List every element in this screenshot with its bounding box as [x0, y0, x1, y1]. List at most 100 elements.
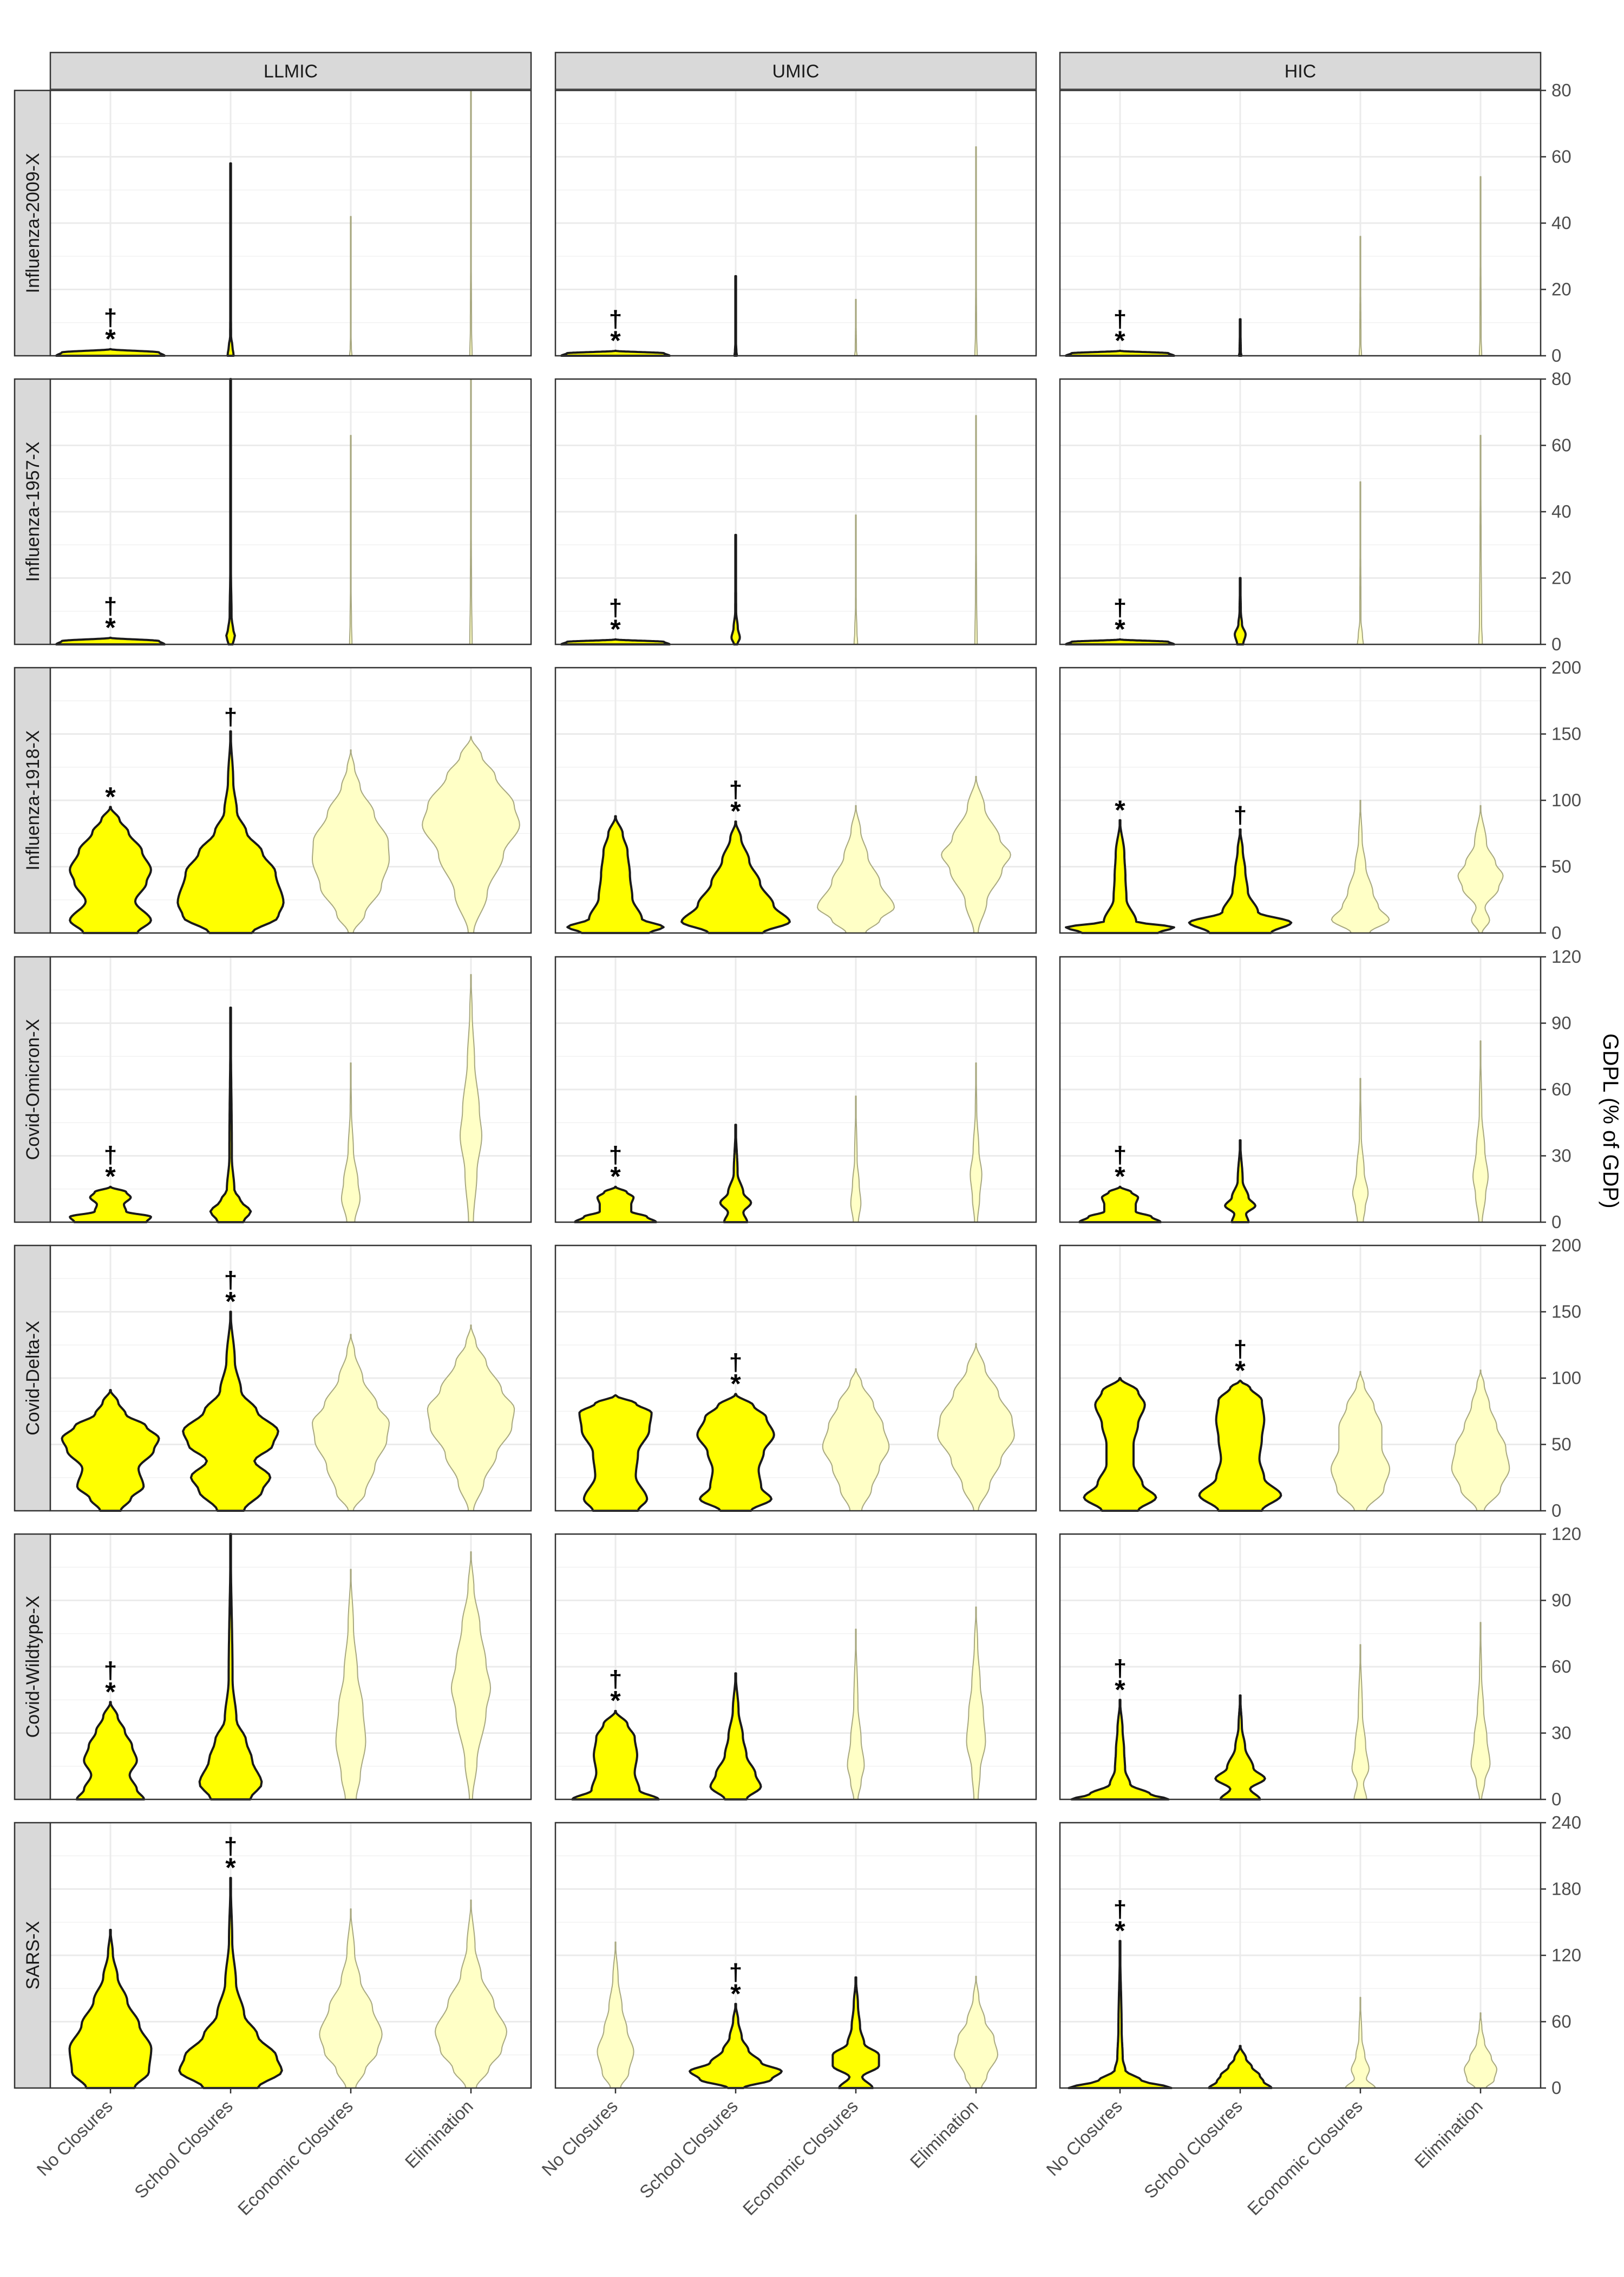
panel-border [554, 1533, 1037, 1800]
dagger-marker: † [1114, 1142, 1127, 1169]
y-tick-label: 0 [1551, 923, 1561, 943]
y-tick-label: 60 [1551, 1079, 1571, 1099]
y-tick-label: 0 [1551, 2078, 1561, 2098]
x-tick-label: School Closures [1140, 2096, 1246, 2202]
panel-border [1059, 667, 1542, 934]
y-tick-label: 60 [1551, 1656, 1571, 1676]
panel-border [554, 89, 1037, 357]
violin-economic-closures [319, 1908, 383, 2089]
panel-border [554, 956, 1037, 1223]
panel-border [49, 956, 532, 1223]
violin-no-closures [578, 1394, 653, 1512]
row-strip-label: Covid-Wildtype-X [23, 1596, 43, 1738]
star-marker: * [105, 324, 116, 354]
violin-no-closures [1065, 638, 1175, 645]
y-tick-label: 180 [1551, 1879, 1581, 1899]
star-marker: * [225, 1287, 236, 1317]
violin-elimination [1478, 435, 1483, 645]
violin-school-closures [1224, 1139, 1256, 1223]
violin-no-closures [560, 638, 671, 645]
dagger-marker: † [609, 1666, 622, 1693]
violin-no-closures [1078, 1185, 1162, 1223]
violin-school-closures [709, 1672, 762, 1800]
y-tick-label: 200 [1551, 657, 1581, 677]
dagger-marker: † [609, 306, 622, 332]
star-marker: * [1115, 614, 1125, 644]
star-marker: * [105, 612, 116, 643]
violin-school-closures [730, 533, 741, 645]
violin-no-closures [1070, 1699, 1170, 1800]
column-strip-label: LLMIC [264, 61, 318, 82]
dagger-marker: † [1234, 1336, 1247, 1362]
violin-school-closures [719, 1124, 752, 1223]
violin-elimination [1451, 1369, 1510, 1511]
row-strip [14, 378, 51, 645]
violin-school-closures [733, 275, 738, 357]
dagger-marker: † [1114, 1896, 1127, 1922]
y-tick-label: 150 [1551, 1302, 1581, 1322]
panel-border [49, 1244, 532, 1512]
star-marker: * [730, 1979, 741, 2009]
violin-elimination [469, 90, 473, 356]
violin-school-closures [1208, 2045, 1273, 2089]
violin-elimination [469, 379, 473, 645]
violin-no-closures [597, 1941, 634, 2089]
violin-economic-closures [831, 1976, 880, 2089]
violin-elimination [941, 775, 1011, 934]
violin-economic-closures [335, 1569, 366, 1800]
violin-elimination [427, 1325, 515, 1511]
violin-elimination [1457, 805, 1504, 934]
y-tick-label: 30 [1551, 1146, 1571, 1166]
violin-elimination [966, 1606, 986, 1800]
y-tick-label: 80 [1551, 80, 1571, 100]
star-marker: * [610, 325, 621, 356]
x-tick-label: Economic Closures [1243, 2096, 1366, 2219]
dagger-marker: † [104, 1142, 117, 1169]
violin-elimination [450, 1551, 492, 1800]
panel-border [1059, 89, 1542, 357]
panel-border [1059, 956, 1542, 1223]
violin-elimination [1464, 2012, 1497, 2089]
star-marker: * [1115, 1162, 1125, 1192]
violin-no-closures [566, 815, 665, 934]
dagger-marker: † [609, 595, 622, 621]
violin-economic-closures [847, 1628, 865, 1800]
panel-border [49, 378, 532, 645]
y-tick-label: 0 [1551, 634, 1561, 654]
violin-no-closures [69, 1185, 152, 1223]
violin-school-closures [1234, 577, 1247, 645]
x-tick-label: School Closures [130, 2096, 237, 2202]
panel-border [554, 1822, 1037, 2089]
column-strip-label: UMIC [772, 61, 820, 82]
violin-elimination [422, 736, 520, 934]
x-tick-label: Economic Closures [739, 2096, 862, 2219]
violin-school-closures [680, 820, 791, 934]
panel-border [49, 1822, 532, 2089]
column-strip-label: HIC [1285, 61, 1317, 82]
y-tick-label: 60 [1551, 2012, 1571, 2032]
violin-elimination [970, 1062, 983, 1223]
violin-economic-closures [1345, 1997, 1376, 2089]
x-tick-label: School Closures [636, 2096, 742, 2202]
violin-no-closures [75, 1701, 146, 1800]
panel-border [1059, 1822, 1542, 2089]
violin-economic-closures [349, 435, 353, 645]
column-strip-llmic [49, 51, 532, 90]
row-strip [14, 667, 51, 934]
y-tick-label: 100 [1551, 790, 1581, 810]
violin-economic-closures [340, 1062, 361, 1223]
panel-border [1059, 378, 1542, 645]
panel-border [1059, 1244, 1542, 1512]
y-tick-label: 200 [1551, 1235, 1581, 1255]
violin-school-closures [1198, 1379, 1282, 1512]
y-tick-label: 240 [1551, 1812, 1581, 1832]
violin-no-closures [574, 1185, 657, 1223]
row-strip-label: Covid-Omicron-X [23, 1019, 43, 1160]
dagger-marker: † [1114, 306, 1127, 332]
dagger-marker: † [224, 704, 237, 730]
dagger-marker: † [729, 1349, 742, 1375]
violin-school-closures [1214, 1694, 1266, 1800]
violin-school-closures [209, 1006, 252, 1223]
violin-economic-closures [1351, 1644, 1370, 1800]
